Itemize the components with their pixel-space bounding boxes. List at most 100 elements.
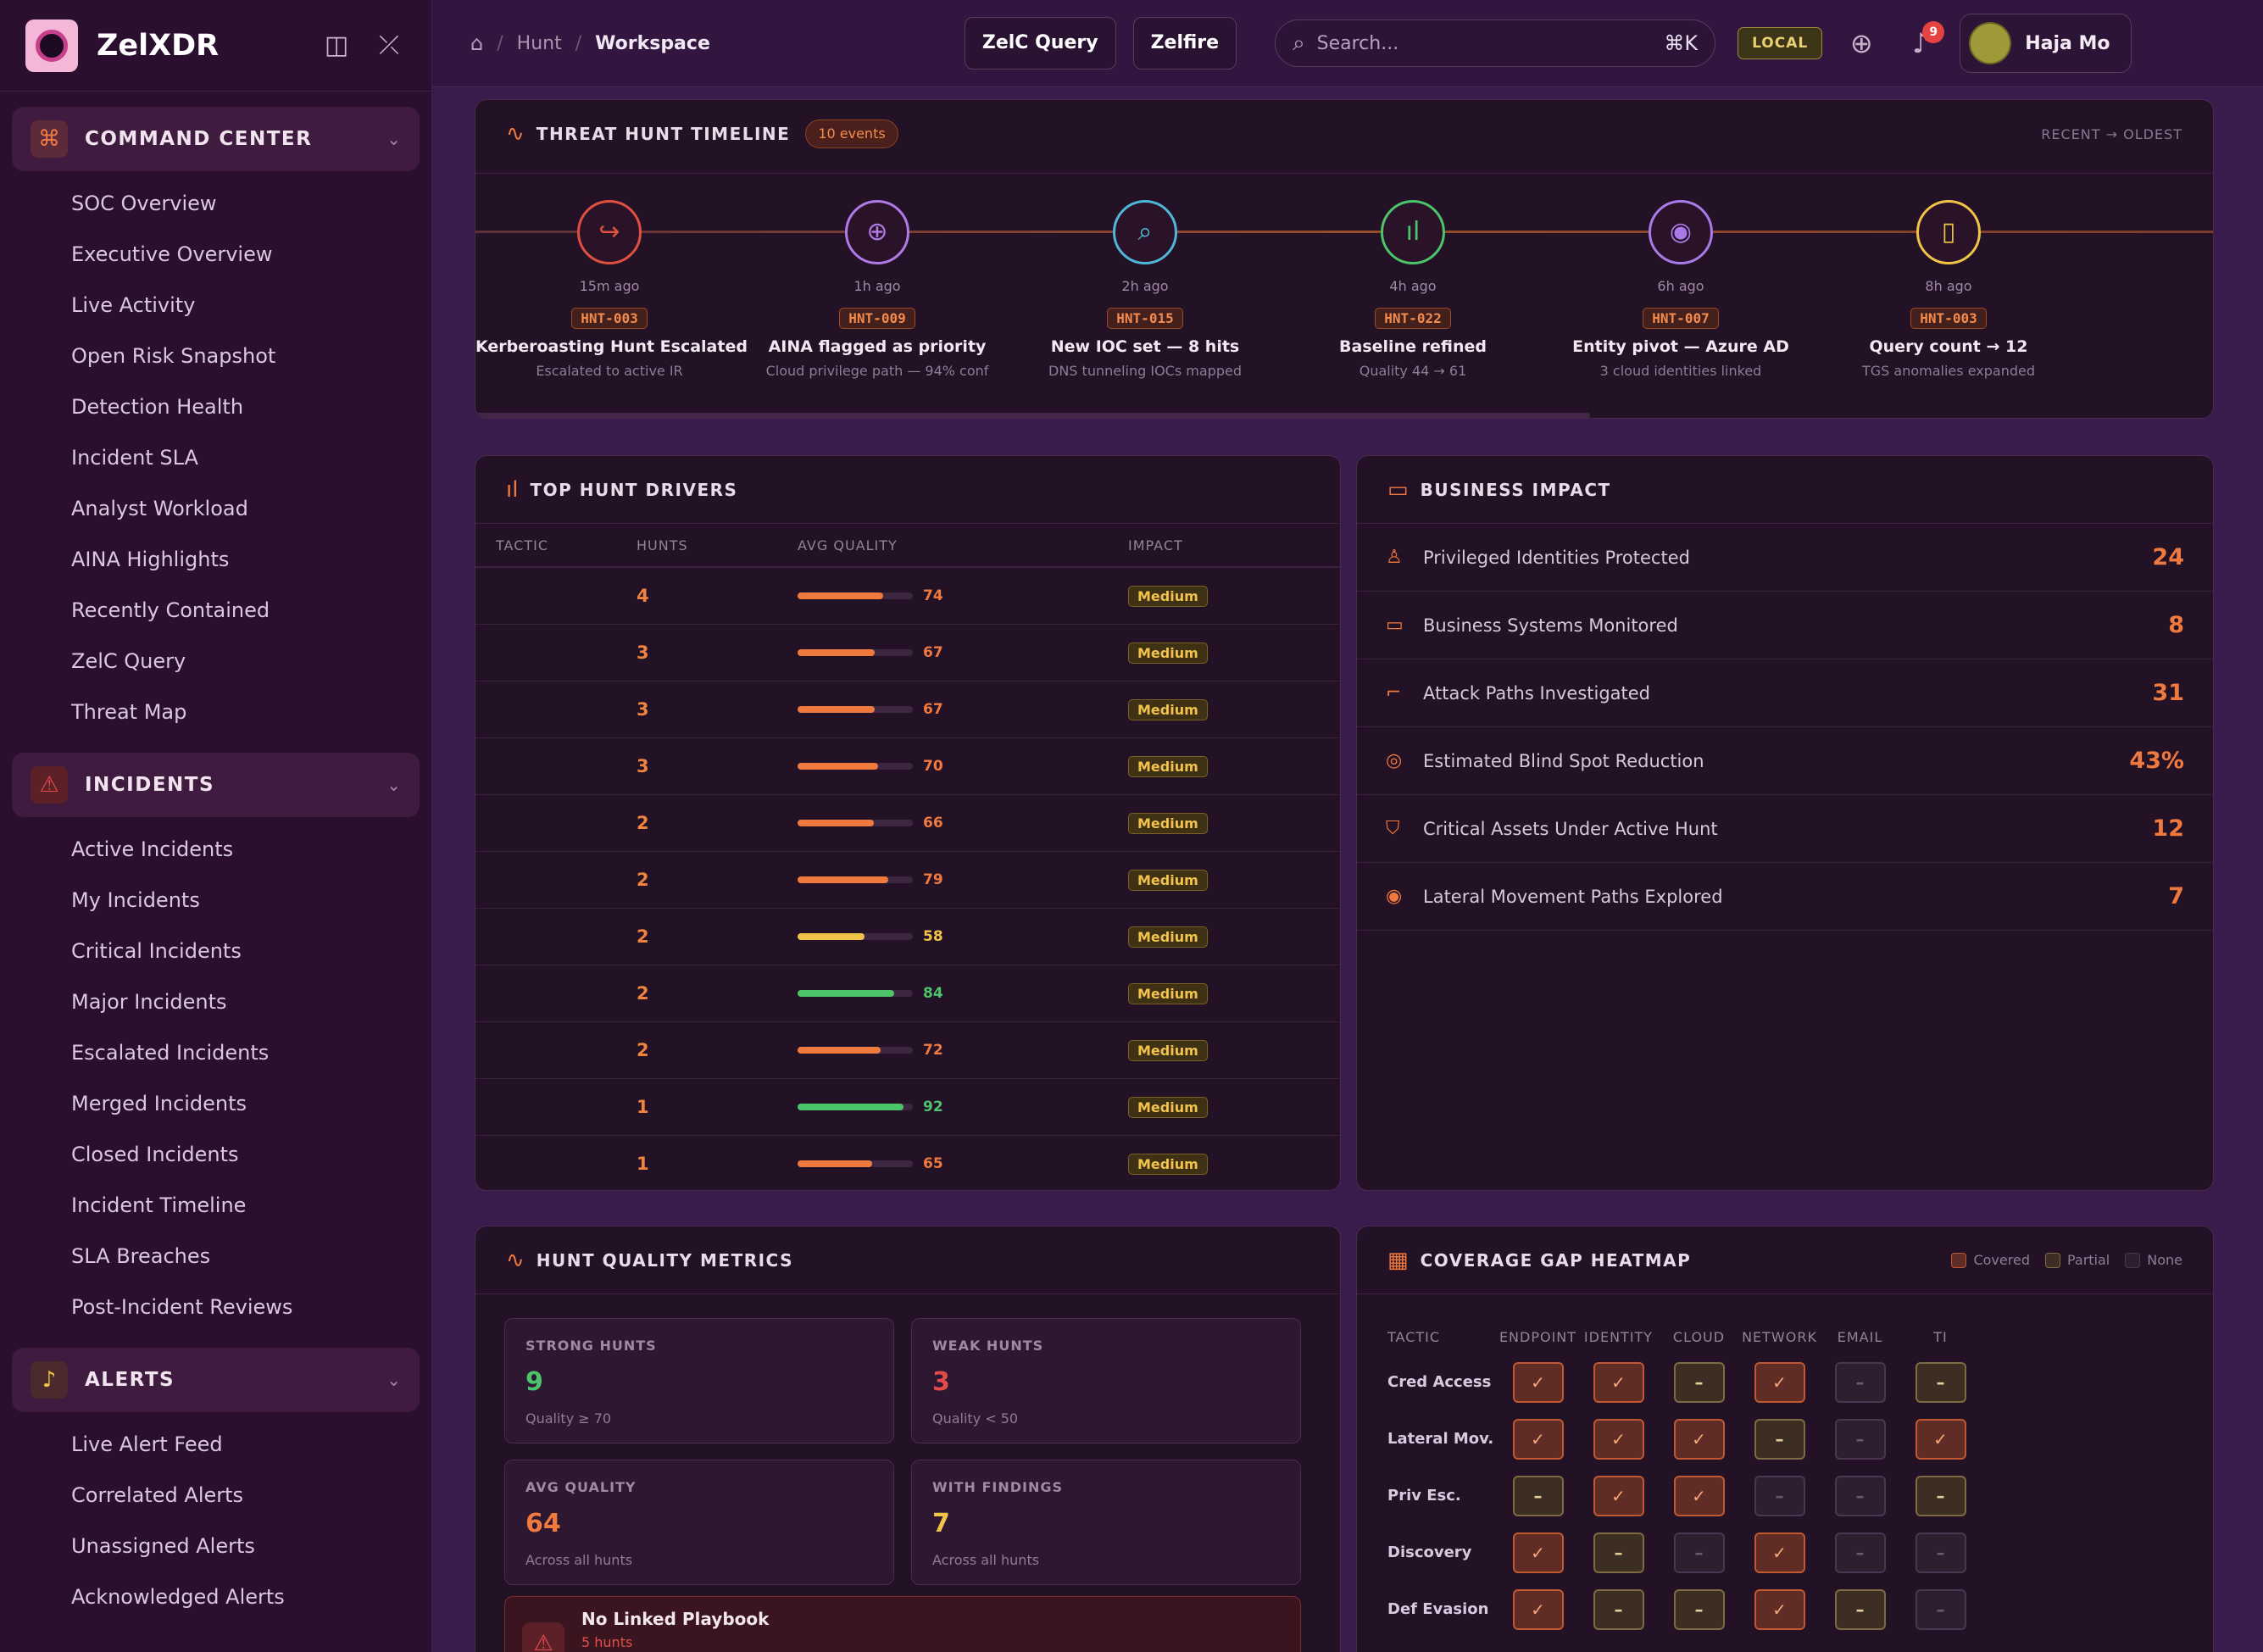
table-row[interactable]: 1 65 Medium bbox=[475, 1136, 1340, 1190]
section-alerts[interactable]: ♪ ALERTS ⌄ bbox=[12, 1348, 420, 1412]
heatmap-cell[interactable]: ✓ bbox=[1512, 1418, 1564, 1460]
business-row[interactable]: ⛉ Critical Assets Under Active Hunt 12 bbox=[1357, 795, 2213, 863]
table-row[interactable]: 3 70 Medium bbox=[475, 738, 1340, 795]
business-row[interactable]: ♙ Privileged Identities Protected 24 bbox=[1357, 524, 2213, 592]
metric-card-avg-quality[interactable]: AVG QUALITY 64 Across all hunts bbox=[504, 1460, 894, 1585]
metric-card-strong-hunts[interactable]: STRONG HUNTS 9 Quality ≥ 70 bbox=[504, 1318, 894, 1443]
timeline-scrollbar[interactable] bbox=[475, 413, 1590, 418]
col-hunts[interactable]: HUNTS bbox=[637, 537, 688, 553]
chevron-down-icon[interactable]: ⌄ bbox=[386, 129, 401, 149]
heatmap-cell[interactable]: – bbox=[1673, 1361, 1725, 1403]
heatmap-cell[interactable]: – bbox=[1593, 1532, 1644, 1573]
heatmap-cell[interactable]: – bbox=[1754, 1475, 1805, 1516]
heatmap-cell[interactable]: – bbox=[1915, 1532, 1966, 1573]
heatmap-cell[interactable]: – bbox=[1834, 1532, 1886, 1573]
heatmap-cell[interactable]: – bbox=[1673, 1588, 1725, 1630]
sidebar-item-critical-incidents[interactable]: Critical Incidents bbox=[71, 939, 242, 963]
table-row[interactable]: 2 79 Medium bbox=[475, 852, 1340, 909]
sidebar-item-merged-incidents[interactable]: Merged Incidents bbox=[71, 1092, 247, 1115]
timeline-event[interactable]: ⊕ 1h ago HNT-009 AINA flagged as priority Cl… bbox=[743, 200, 1011, 379]
heatmap-cell[interactable]: – bbox=[1915, 1588, 1966, 1630]
sidebar-item-major-incidents[interactable]: Major Incidents bbox=[71, 990, 227, 1014]
heatmap-cell[interactable]: – bbox=[1915, 1475, 1966, 1516]
heatmap-cell[interactable]: ✓ bbox=[1754, 1361, 1805, 1403]
timeline-order[interactable]: RECENT → OLDEST bbox=[2041, 125, 2182, 142]
timeline-event[interactable]: Anomaly dLDA bbox=[2082, 200, 2213, 418]
section-command-center[interactable]: ⌘ COMMAND CENTER ⌄ bbox=[12, 107, 420, 171]
bell-icon[interactable]: ♪ 9 bbox=[1900, 21, 1945, 64]
sidebar-item-post-incident-reviews[interactable]: Post-Incident Reviews bbox=[71, 1295, 293, 1319]
home-icon[interactable]: ⌂ bbox=[470, 31, 484, 55]
col-avg-quality[interactable]: AVG QUALITY bbox=[798, 537, 898, 553]
sidebar-item-detection-health[interactable]: Detection Health bbox=[71, 395, 244, 419]
timeline-event[interactable]: ıl 4h ago HNT-022 Baseline refined Quality 4… bbox=[1279, 200, 1547, 379]
sidebar-toggle-icon[interactable]: ◫ bbox=[324, 30, 349, 60]
user-menu[interactable]: Haja Mo bbox=[1960, 14, 2132, 73]
sidebar-item-incident-timeline[interactable]: Incident Timeline bbox=[71, 1193, 247, 1217]
sidebar-item-correlated-alerts[interactable]: Correlated Alerts bbox=[71, 1483, 244, 1507]
heatmap-cell[interactable]: – bbox=[1834, 1475, 1886, 1516]
table-row[interactable]: 2 58 Medium bbox=[475, 909, 1340, 965]
zelfire-button[interactable]: Zelfire bbox=[1132, 17, 1237, 70]
collapse-icon[interactable]: ⤫ bbox=[379, 30, 399, 60]
sidebar-item-aina-highlights[interactable]: AINA Highlights bbox=[71, 548, 230, 571]
heatmap-cell[interactable]: ✓ bbox=[1593, 1418, 1644, 1460]
business-row[interactable]: ▭ Business Systems Monitored 8 bbox=[1357, 592, 2213, 659]
heatmap-cell[interactable]: ✓ bbox=[1512, 1361, 1564, 1403]
table-row[interactable]: 2 84 Medium bbox=[475, 965, 1340, 1022]
timeline-event[interactable]: ▯ 8h ago HNT-003 Query count → 12 TGS anomal… bbox=[1815, 200, 2082, 379]
heatmap-cell[interactable]: – bbox=[1915, 1361, 1966, 1403]
heatmap-cell[interactable]: ✓ bbox=[1593, 1361, 1644, 1403]
sidebar-item-live-alert-feed[interactable]: Live Alert Feed bbox=[71, 1432, 223, 1456]
timeline-event[interactable]: ↪ 15m ago HNT-003 Kerberoasting Hunt Escala… bbox=[475, 200, 748, 379]
sidebar-item-closed-incidents[interactable]: Closed Incidents bbox=[71, 1143, 239, 1166]
sidebar-item-executive-overview[interactable]: Executive Overview bbox=[71, 242, 273, 266]
sidebar-item-unassigned-alerts[interactable]: Unassigned Alerts bbox=[71, 1534, 255, 1558]
sidebar-item-escalated-incidents[interactable]: Escalated Incidents bbox=[71, 1041, 270, 1065]
section-incidents[interactable]: ⚠ INCIDENTS ⌄ bbox=[12, 753, 420, 817]
sidebar-item-soc-overview[interactable]: SOC Overview bbox=[71, 192, 217, 215]
heatmap-cell[interactable]: – bbox=[1673, 1532, 1725, 1573]
heatmap-cell[interactable]: ✓ bbox=[1673, 1475, 1725, 1516]
business-row[interactable]: ⌐ Attack Paths Investigated 31 bbox=[1357, 659, 2213, 727]
breadcrumb-hunt[interactable]: Hunt bbox=[516, 32, 562, 54]
heatmap-cell[interactable]: ✓ bbox=[1673, 1418, 1725, 1460]
heatmap-cell[interactable]: ✓ bbox=[1754, 1532, 1805, 1573]
add-icon[interactable]: ⊕ bbox=[1849, 27, 1873, 59]
sidebar-item-threat-map[interactable]: Threat Map bbox=[71, 700, 187, 724]
sidebar-item-analyst-workload[interactable]: Analyst Workload bbox=[71, 497, 248, 520]
heatmap-cell[interactable]: – bbox=[1593, 1588, 1644, 1630]
heatmap-cell[interactable]: ✓ bbox=[1593, 1475, 1644, 1516]
chevron-down-icon[interactable]: ⌄ bbox=[386, 1370, 401, 1390]
timeline-event[interactable]: ◉ 6h ago HNT-007 Entity pivot — Azure AD 3 c… bbox=[1547, 200, 1815, 379]
heatmap-cell[interactable]: – bbox=[1754, 1418, 1805, 1460]
heatmap-cell[interactable]: – bbox=[1834, 1588, 1886, 1630]
heatmap-cell[interactable]: ✓ bbox=[1512, 1588, 1564, 1630]
metric-card-with-findings[interactable]: WITH FINDINGS 7 Across all hunts bbox=[911, 1460, 1301, 1585]
sidebar-item-sla-breaches[interactable]: SLA Breaches bbox=[71, 1244, 211, 1268]
table-row[interactable]: 4 74 Medium bbox=[475, 568, 1340, 625]
heatmap-cell[interactable]: – bbox=[1834, 1418, 1886, 1460]
search-input[interactable]: ⌕ Search... ⌘K bbox=[1275, 19, 1716, 67]
col-tactic[interactable]: TACTIC bbox=[496, 537, 549, 553]
sidebar-item-my-incidents[interactable]: My Incidents bbox=[71, 888, 200, 912]
sidebar-item-live-activity[interactable]: Live Activity bbox=[71, 293, 196, 317]
sidebar-item-open-risk-snapshot[interactable]: Open Risk Snapshot bbox=[71, 344, 276, 368]
business-row[interactable]: ◎ Estimated Blind Spot Reduction 43% bbox=[1357, 727, 2213, 795]
business-row[interactable]: ◉ Lateral Movement Paths Explored 7 bbox=[1357, 863, 2213, 931]
heatmap-cell[interactable]: ✓ bbox=[1754, 1588, 1805, 1630]
metric-card-weak-hunts[interactable]: WEAK HUNTS 3 Quality < 50 bbox=[911, 1318, 1301, 1443]
timeline-event[interactable]: ⌕ 2h ago HNT-015 New IOC set — 8 hits DNS tu… bbox=[1011, 200, 1279, 379]
no-playbook-warning[interactable]: ⚠ No Linked Playbook 5 hunts bbox=[504, 1596, 1301, 1652]
sidebar-item-zelc-query[interactable]: ZelC Query bbox=[71, 649, 186, 673]
heatmap-cell[interactable]: ✓ bbox=[1512, 1532, 1564, 1573]
sidebar-item-incident-sla[interactable]: Incident SLA bbox=[71, 446, 198, 470]
table-row[interactable]: 3 67 Medium bbox=[475, 681, 1340, 738]
sidebar-item-acknowledged-alerts[interactable]: Acknowledged Alerts bbox=[71, 1585, 285, 1609]
sidebar-item-active-incidents[interactable]: Active Incidents bbox=[71, 837, 234, 861]
zelc-query-button[interactable]: ZelC Query bbox=[964, 17, 1116, 70]
heatmap-cell[interactable]: ✓ bbox=[1915, 1418, 1966, 1460]
table-row[interactable]: 3 67 Medium bbox=[475, 625, 1340, 681]
chevron-down-icon[interactable]: ⌄ bbox=[386, 775, 401, 795]
sidebar-item-recently-contained[interactable]: Recently Contained bbox=[71, 598, 270, 622]
